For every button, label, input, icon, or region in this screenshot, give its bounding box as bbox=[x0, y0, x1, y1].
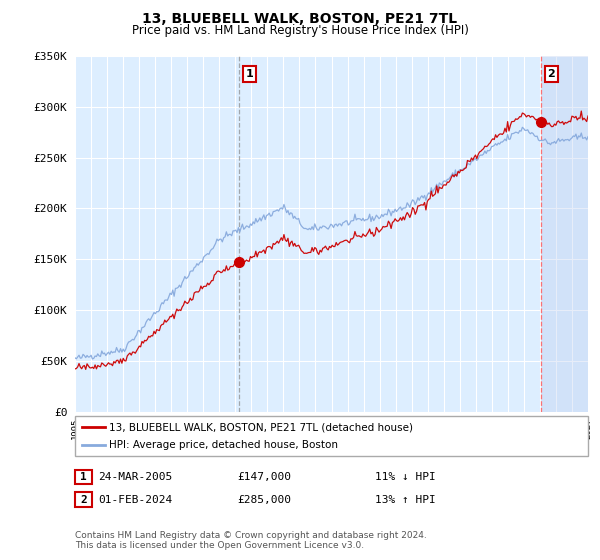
Text: 1: 1 bbox=[80, 472, 87, 482]
Text: 13% ↑ HPI: 13% ↑ HPI bbox=[375, 494, 436, 505]
Bar bbox=[541, 56, 588, 412]
Text: £285,000: £285,000 bbox=[237, 494, 291, 505]
Text: 11% ↓ HPI: 11% ↓ HPI bbox=[375, 472, 436, 482]
Text: 1: 1 bbox=[245, 69, 253, 79]
Text: 2: 2 bbox=[548, 69, 556, 79]
Text: 24-MAR-2005: 24-MAR-2005 bbox=[98, 472, 172, 482]
Text: 2: 2 bbox=[80, 494, 87, 505]
Text: HPI: Average price, detached house, Boston: HPI: Average price, detached house, Bost… bbox=[109, 440, 338, 450]
Text: Contains HM Land Registry data © Crown copyright and database right 2024.
This d: Contains HM Land Registry data © Crown c… bbox=[75, 531, 427, 550]
Bar bbox=[541, 56, 588, 412]
Text: 13, BLUEBELL WALK, BOSTON, PE21 7TL: 13, BLUEBELL WALK, BOSTON, PE21 7TL bbox=[142, 12, 458, 26]
Text: 13, BLUEBELL WALK, BOSTON, PE21 7TL (detached house): 13, BLUEBELL WALK, BOSTON, PE21 7TL (det… bbox=[109, 422, 413, 432]
Text: Price paid vs. HM Land Registry's House Price Index (HPI): Price paid vs. HM Land Registry's House … bbox=[131, 24, 469, 36]
Text: £147,000: £147,000 bbox=[237, 472, 291, 482]
Text: 01-FEB-2024: 01-FEB-2024 bbox=[98, 494, 172, 505]
